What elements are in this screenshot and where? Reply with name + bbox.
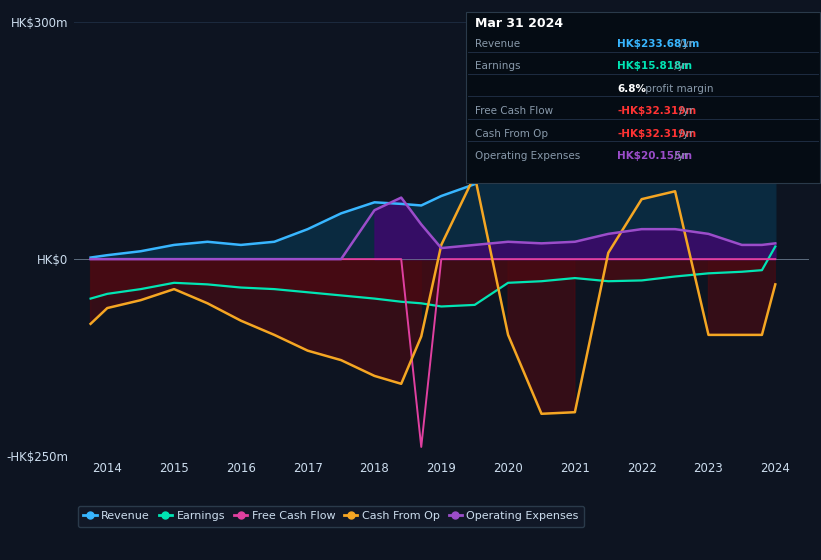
Text: HK$15.818m: HK$15.818m xyxy=(617,62,693,72)
Text: Free Cash Flow: Free Cash Flow xyxy=(475,106,553,116)
Text: /yr: /yr xyxy=(671,151,688,161)
Text: /yr: /yr xyxy=(677,129,694,139)
Text: -HK$32.319m: -HK$32.319m xyxy=(617,129,697,139)
Text: Earnings: Earnings xyxy=(475,62,521,72)
Text: /yr: /yr xyxy=(677,39,694,49)
Text: /yr: /yr xyxy=(677,106,694,116)
Text: Revenue: Revenue xyxy=(475,39,521,49)
Text: HK$20.155m: HK$20.155m xyxy=(617,151,693,161)
Text: 6.8%: 6.8% xyxy=(617,84,646,94)
Legend: Revenue, Earnings, Free Cash Flow, Cash From Op, Operating Expenses: Revenue, Earnings, Free Cash Flow, Cash … xyxy=(78,506,585,527)
Text: /yr: /yr xyxy=(671,62,688,72)
Text: Mar 31 2024: Mar 31 2024 xyxy=(475,17,563,30)
Text: profit margin: profit margin xyxy=(642,84,713,94)
Text: HK$233.681m: HK$233.681m xyxy=(617,39,699,49)
Text: -HK$32.319m: -HK$32.319m xyxy=(617,106,697,116)
Text: Operating Expenses: Operating Expenses xyxy=(475,151,580,161)
Text: Cash From Op: Cash From Op xyxy=(475,129,548,139)
